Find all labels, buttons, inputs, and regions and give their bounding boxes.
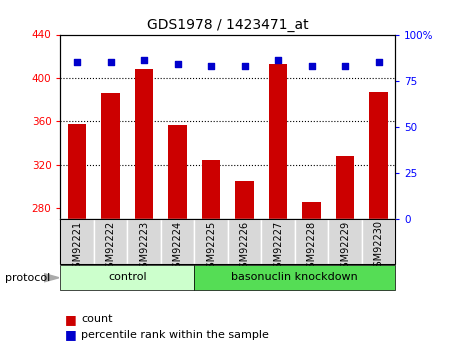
Text: GSM92230: GSM92230 <box>373 220 384 274</box>
Text: ■: ■ <box>65 313 77 326</box>
Bar <box>135 69 153 219</box>
Text: GSM92229: GSM92229 <box>340 220 350 274</box>
Bar <box>228 219 261 264</box>
Text: GSM92221: GSM92221 <box>72 220 82 274</box>
Bar <box>60 219 94 264</box>
Text: GSM92228: GSM92228 <box>306 220 317 274</box>
Text: percentile rank within the sample: percentile rank within the sample <box>81 330 269 339</box>
Point <box>140 58 148 63</box>
Text: GSM92222: GSM92222 <box>106 220 116 274</box>
Bar <box>369 92 388 219</box>
Text: ■: ■ <box>65 328 77 341</box>
Polygon shape <box>44 274 59 282</box>
Text: control: control <box>108 272 147 282</box>
Bar <box>295 219 328 264</box>
Text: protocol: protocol <box>5 273 50 283</box>
Point <box>375 59 382 65</box>
Bar <box>101 93 120 219</box>
Point <box>341 63 349 69</box>
Bar <box>68 124 86 219</box>
Bar <box>261 219 295 264</box>
Bar <box>161 219 194 264</box>
Point <box>174 61 181 67</box>
Bar <box>168 125 187 219</box>
Point <box>241 63 248 69</box>
Point <box>274 58 282 63</box>
Point <box>73 59 81 65</box>
Text: GSM92226: GSM92226 <box>239 220 250 274</box>
Text: count: count <box>81 314 113 324</box>
Bar <box>127 219 161 264</box>
Text: GSM92225: GSM92225 <box>206 220 216 274</box>
Point <box>107 59 114 65</box>
Bar <box>302 202 321 219</box>
Text: basonuclin knockdown: basonuclin knockdown <box>232 272 358 282</box>
Bar <box>362 219 395 264</box>
Bar <box>202 160 220 219</box>
Point <box>207 63 215 69</box>
Point <box>308 63 315 69</box>
Text: GSM92224: GSM92224 <box>173 220 183 274</box>
Text: GSM92223: GSM92223 <box>139 220 149 274</box>
Bar <box>269 64 287 219</box>
Bar <box>194 265 395 290</box>
Bar <box>235 181 254 219</box>
Bar <box>60 265 194 290</box>
Text: GSM92227: GSM92227 <box>273 220 283 274</box>
Bar <box>336 156 354 219</box>
Bar <box>194 219 228 264</box>
Bar <box>328 219 362 264</box>
Bar <box>94 219 127 264</box>
Title: GDS1978 / 1423471_at: GDS1978 / 1423471_at <box>147 18 309 32</box>
